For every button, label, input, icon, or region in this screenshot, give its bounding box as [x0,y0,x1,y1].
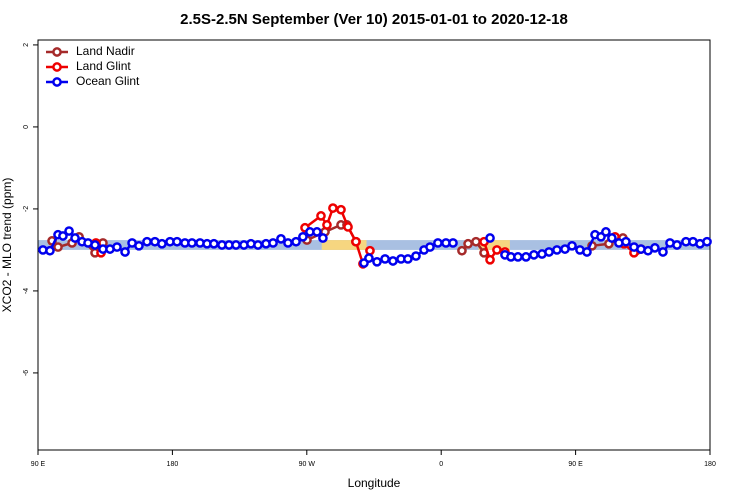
y-axis-label: XCO2 - MLO trend (ppm) [0,178,14,313]
point [120,247,130,257]
point [253,240,263,250]
point [448,238,458,248]
legend-label: Ocean Glint [76,74,140,88]
point [380,254,390,264]
point [403,254,413,264]
y-tick-label: -6 [23,370,30,376]
point [388,256,398,266]
y-tick-label: -4 [23,288,30,294]
legend-marker [52,62,62,72]
point [485,254,495,265]
y-tick-label: 2 [23,43,30,47]
point [552,245,562,255]
point [582,247,592,257]
legend-marker [52,47,62,57]
x-tick-label: 90 E [31,461,46,468]
point [433,238,443,248]
point [209,238,219,249]
point [318,233,328,243]
point [312,227,322,237]
point [45,245,55,256]
point [157,238,167,249]
point [53,242,63,252]
point [463,238,473,249]
point [658,247,668,257]
x-axis-label: Longitude [348,476,401,490]
point [521,252,531,262]
y-tick-label: 0 [23,125,30,129]
point [283,238,293,248]
point [672,240,682,250]
point [650,243,660,253]
x-tick-label: 180 [167,461,179,468]
legend-label: Land Glint [76,59,131,73]
point [365,245,375,256]
point [471,236,481,247]
point [513,252,523,262]
chart-title: 2.5S-2.5N September (Ver 10) 2015-01-01 … [180,11,568,28]
point [601,227,611,237]
point [64,226,74,236]
band [478,240,510,250]
point [567,240,577,251]
point [372,256,382,267]
point [316,211,326,221]
point [411,251,421,261]
point [425,242,435,252]
point [90,240,100,250]
point [485,233,495,243]
point [544,247,554,257]
point [702,236,712,247]
point [134,240,144,251]
point [529,249,539,260]
point [492,245,502,255]
x-tick-label: 90 E [568,461,583,468]
point [112,242,122,252]
x-tick-label: 90 W [299,461,316,468]
point [268,238,278,248]
point [298,231,308,242]
point [328,203,338,213]
band [321,240,367,250]
x-tick-label: 0 [439,461,443,468]
legend-marker [52,77,62,87]
x-tick-label: 180 [704,461,716,468]
point [351,236,361,247]
point [364,253,374,263]
point [142,236,152,247]
point [187,238,197,248]
point [621,236,631,247]
point [607,233,617,243]
band [38,240,710,250]
point [231,240,241,250]
point [58,231,68,241]
point [172,236,182,247]
point [336,204,346,215]
point [457,245,467,256]
y-tick-label: -2 [23,206,30,212]
point [70,233,80,243]
point [343,222,353,232]
point [291,236,301,247]
point [322,220,332,230]
legend-label: Land Nadir [76,44,135,58]
point [276,234,286,244]
